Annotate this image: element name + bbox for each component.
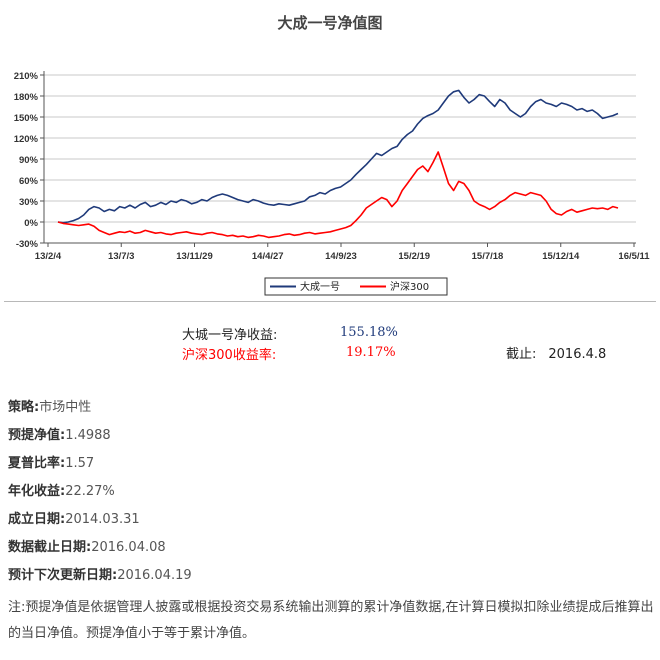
y-tick-label: 210%: [14, 71, 39, 82]
x-tick-label: 15/12/14: [542, 251, 580, 262]
next-update-value: 2016.04.19: [117, 568, 192, 583]
inception-key: 成立日期:: [8, 512, 66, 527]
legend-label: 大成一号: [300, 280, 340, 293]
info-sharpe: 夏普比率:1.57: [8, 454, 656, 482]
annual-key: 年化收益:: [8, 484, 66, 499]
info-nav: 预提净值:1.4988: [8, 426, 656, 454]
nav-value: 1.4988: [65, 428, 111, 443]
chart-title: 大成一号净值图: [277, 14, 383, 32]
fund-return-label: 大城一号净收益:: [182, 328, 278, 343]
y-tick-label: 120%: [14, 134, 39, 145]
annual-value: 22.27%: [65, 484, 115, 499]
info-next-update: 预计下次更新日期:2016.04.19: [8, 566, 656, 594]
as-of-value: 2016.4.8: [548, 347, 607, 362]
x-tick-label: 14/4/27: [252, 251, 284, 262]
y-tick-label: 150%: [14, 113, 39, 124]
index-return-label: 沪深300收益率:: [182, 348, 277, 363]
x-tick-label: 13/11/29: [176, 251, 212, 262]
inception-value: 2014.03.31: [65, 512, 140, 527]
nav-chart: 210%180%150%120%90%60%30%0%-30% 13/2/4 13…: [14, 71, 650, 296]
sharpe-value: 1.57: [65, 456, 95, 471]
as-of-label: 截止:: [506, 347, 537, 362]
x-tick-label: 13/7/3: [108, 251, 134, 262]
fund-info: 策略:市场中性 预提净值:1.4988 夏普比率:1.57 年化收益:22.27…: [8, 398, 656, 647]
x-tick-label: 15/7/18: [472, 251, 504, 262]
chart-legend: 大成一号 沪深300: [264, 277, 448, 296]
y-tick-label: 60%: [19, 176, 39, 187]
fund-return-value: 155.18%: [340, 325, 398, 340]
chart-series: [57, 89, 619, 239]
chart-gridlines: [43, 71, 636, 244]
as-of-date: 截止: 2016.4.8: [506, 343, 606, 362]
info-inception: 成立日期:2014.03.31: [8, 510, 656, 538]
y-tick-label: 30%: [19, 197, 39, 208]
y-tick-label: 180%: [14, 92, 39, 103]
strategy-value: 市场中性: [39, 400, 92, 415]
x-tick-label: 14/9/23: [325, 251, 357, 262]
cutoff-value: 2016.04.08: [91, 540, 166, 555]
y-axis-ticks: 210% 180% 150% 120% 90% 60% 30% 0% -30%: [14, 71, 44, 250]
divider: [4, 301, 656, 302]
x-tick-label: 15/2/19: [398, 251, 430, 262]
sharpe-key: 夏普比率:: [8, 456, 66, 471]
info-cutoff: 数据截止日期:2016.04.08: [8, 538, 656, 566]
series-line-index: [57, 151, 619, 239]
x-tick-label: 13/2/4: [35, 251, 62, 262]
legend-box: [264, 277, 448, 296]
y-tick-label: 90%: [19, 155, 39, 166]
cutoff-key: 数据截止日期:: [8, 540, 92, 555]
info-annual: 年化收益:22.27%: [8, 482, 656, 510]
nav-key: 预提净值:: [8, 428, 66, 443]
next-update-key: 预计下次更新日期:: [8, 568, 118, 583]
series-line-fund: [57, 89, 619, 224]
note-text: 注:预提净值是依据管理人披露或根据投资交易系统输出测算的累计净值数据,在计算日模…: [8, 600, 654, 641]
index-return-value: 19.17%: [346, 345, 396, 360]
x-axis-ticks: 13/2/4 13/7/3 13/11/29 14/4/27 14/9/23 15/2/1…: [35, 243, 650, 262]
y-tick-label: 0%: [24, 218, 38, 229]
legend-label: 沪深300: [390, 280, 429, 293]
y-tick-label: -30%: [16, 239, 39, 250]
x-tick-label: 16/5/11: [618, 251, 650, 262]
strategy-key: 策略:: [8, 400, 40, 415]
info-strategy: 策略:市场中性: [8, 398, 656, 426]
